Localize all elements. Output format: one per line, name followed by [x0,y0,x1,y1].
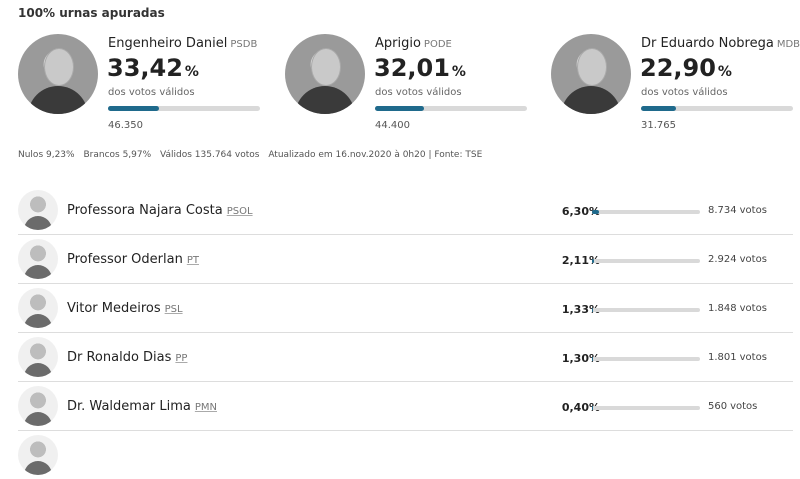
candidate-party: MDB [777,39,800,50]
candidate-percentage: 1,30% [538,352,600,365]
candidate-party[interactable]: PT [187,255,199,266]
candidate-votes: 31.765 [641,120,676,131]
candidate-photo [285,34,365,114]
vote-share-bar [592,357,700,361]
vote-share-bar [108,106,260,111]
candidate-percentage: 1,33% [538,303,600,316]
candidate-percentage: 22,90% [640,54,732,82]
candidate-avatar [18,337,58,377]
candidate-avatar [18,288,58,328]
candidate-percentage: 32,01% [374,54,466,82]
vote-share-bar [592,406,700,410]
candidate-percentage: 0,40% [538,401,600,414]
candidate-photo [551,34,631,114]
results-footnote: Nulos 9,23% Brancos 5,97% Válidos 135.76… [18,150,488,160]
candidate-party[interactable]: PMN [195,402,217,413]
vote-share-fill [108,106,159,111]
blank-votes: Brancos 5,97% [83,150,151,160]
vote-share-bar [375,106,527,111]
vote-share-bar [641,106,793,111]
candidate-party: PSDB [230,39,257,50]
vote-share-fill [592,259,594,263]
candidate-party[interactable]: PSOL [227,206,253,217]
updated-source: Atualizado em 16.nov.2020 à 0h20 | Fonte… [268,150,482,160]
candidate-photo [18,34,98,114]
candidate-percentage: 2,11% [538,254,600,267]
candidate-avatar [18,239,58,279]
candidate-percentage: 33,42% [107,54,199,82]
valid-votes: Válidos 135.764 votos [160,150,259,160]
candidate-votes: 46.350 [108,120,143,131]
vote-share-bar [592,210,700,214]
vote-share-fill [592,210,599,214]
null-votes: Nulos 9,23% [18,150,75,160]
vote-share-bar [592,308,700,312]
candidate-avatar [18,190,58,230]
vote-share-fill [375,106,424,111]
candidate-party[interactable]: PP [175,353,187,364]
vote-share-fill [641,106,676,111]
candidate-avatar [18,386,58,426]
list-item-partial[interactable] [18,431,793,479]
vote-share-fill [592,308,593,312]
valid-votes-label: dos votos válidos [375,87,462,98]
vote-share-fill [592,357,593,361]
candidate-avatar [18,435,58,475]
vote-share-bar [592,259,700,263]
candidate-party[interactable]: PSL [165,304,183,315]
candidate-votes: 44.400 [375,120,410,131]
valid-votes-label: dos votos válidos [108,87,195,98]
valid-votes-label: dos votos válidos [641,87,728,98]
candidate-percentage: 6,30% [538,205,600,218]
candidate-party: PODE [424,39,452,50]
page-title: 100% urnas apuradas [18,6,165,20]
